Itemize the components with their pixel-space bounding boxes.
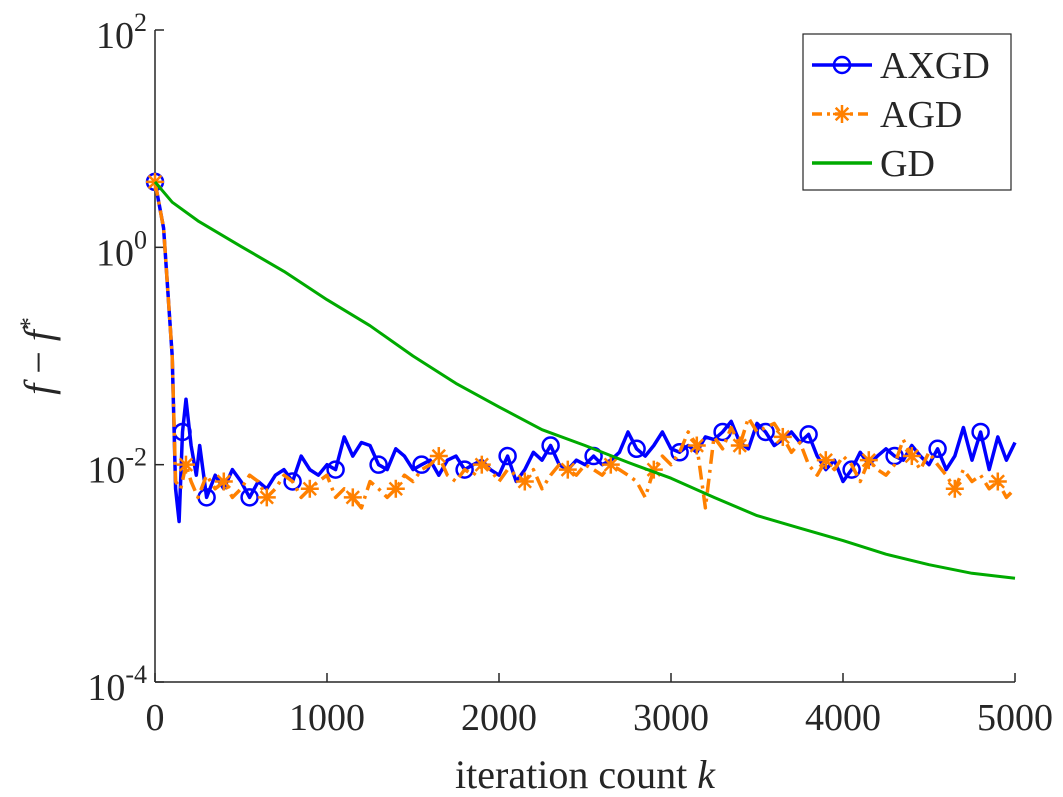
data-point — [842, 460, 861, 479]
data-point — [541, 436, 560, 455]
data-point — [859, 451, 878, 470]
legend-marker — [832, 55, 852, 75]
data-point — [214, 472, 233, 491]
series-gd — [153, 180, 1016, 580]
data-point — [283, 472, 302, 491]
data-point — [429, 447, 448, 466]
data-point — [799, 425, 818, 444]
data-point — [730, 436, 749, 455]
series-layer — [145, 172, 1017, 580]
data-point — [902, 447, 921, 466]
data-point — [687, 436, 706, 455]
legend-label: GD — [880, 143, 935, 185]
legend-label: AXGD — [880, 45, 990, 87]
series-line-gd — [153, 180, 1016, 580]
data-point — [928, 439, 947, 459]
y-tick-label: 10-2 — [87, 443, 147, 492]
x-axis-label: iteration count k — [455, 752, 716, 797]
data-point — [386, 479, 405, 498]
y-tick-label: 100 — [96, 225, 147, 274]
data-point — [369, 455, 388, 474]
series-agd — [146, 172, 1017, 510]
legend-label: AGD — [880, 94, 962, 136]
data-point — [176, 455, 195, 474]
data-point — [816, 451, 835, 470]
data-point — [300, 479, 319, 498]
legend-item-agd: AGD — [812, 94, 962, 136]
x-tick-label: 5000 — [977, 697, 1053, 739]
data-point — [326, 460, 345, 479]
data-point — [756, 422, 775, 442]
data-point — [472, 455, 491, 474]
data-point — [515, 472, 534, 491]
data-point — [773, 427, 792, 446]
data-point — [971, 422, 990, 442]
legend: AXGD AGD GD — [802, 33, 1012, 191]
legend-item-axgd: AXGD — [812, 45, 990, 87]
data-point — [240, 488, 259, 507]
y-tick-label: 10-4 — [87, 660, 147, 709]
data-point — [988, 472, 1007, 491]
x-tick-label: 4000 — [805, 697, 881, 739]
data-point — [343, 488, 362, 507]
legend-marker — [833, 105, 851, 123]
data-point — [627, 439, 646, 459]
x-ticks: 0 1000 2000 3000 4000 5000 — [146, 673, 1053, 739]
y-ticks: 10-4 10-2 100 102 — [87, 8, 164, 709]
y-tick-label: 102 — [96, 8, 147, 57]
x-tick-label: 3000 — [633, 697, 709, 739]
y-axis-label: f − f* — [15, 317, 61, 395]
series-line-agd — [153, 181, 1017, 510]
data-point — [670, 443, 689, 462]
data-point — [173, 422, 192, 442]
x-tick-label: 1000 — [289, 697, 365, 739]
data-point — [945, 479, 964, 498]
x-tick-label: 0 — [146, 697, 165, 739]
data-point — [601, 455, 620, 474]
legend-item-gd: GD — [812, 143, 935, 185]
data-point — [558, 460, 577, 479]
data-point — [455, 460, 474, 479]
data-point — [257, 488, 276, 507]
data-point — [498, 446, 517, 466]
x-tick-label: 2000 — [461, 697, 537, 739]
